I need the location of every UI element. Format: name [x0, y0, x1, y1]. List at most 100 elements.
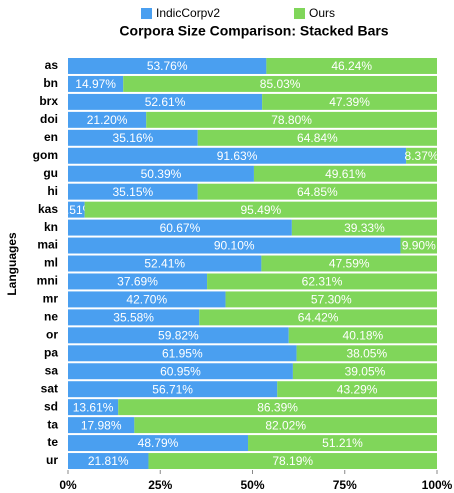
y-tick-label: sd [44, 399, 58, 413]
bar-segment [68, 219, 292, 236]
bar-segment [197, 183, 437, 200]
value-label: 64.42% [298, 311, 339, 325]
bar-segment [296, 345, 437, 362]
bar-segment [68, 399, 119, 416]
y-tick-label: ta [47, 417, 58, 431]
bar-segment [68, 453, 149, 469]
y-tick-label: kn [44, 220, 58, 234]
value-label: 85.03% [260, 77, 301, 91]
bar-segment [406, 147, 437, 164]
x-tick-label: 25% [148, 478, 172, 492]
bar-segment [225, 291, 437, 308]
y-tick-label: sat [41, 381, 58, 395]
bar-segment [68, 345, 297, 362]
x-tick-label: 50% [240, 478, 264, 492]
value-label: 90.10% [214, 239, 255, 253]
y-tick-label: gu [43, 166, 58, 180]
value-label: 91.63% [217, 149, 258, 163]
y-tick-label: mni [37, 274, 58, 288]
bar-segment [197, 129, 437, 146]
value-label: 50.39% [141, 167, 182, 181]
legend-swatch [141, 8, 152, 19]
value-label: 64.85% [297, 185, 338, 199]
bar-segment [123, 75, 437, 92]
x-tick-label: 100% [422, 478, 453, 492]
value-label: 82.02% [265, 418, 306, 432]
y-tick-label: en [44, 130, 58, 144]
value-label: 17.98% [81, 418, 122, 432]
value-label: 35.15% [113, 185, 154, 199]
value-label: 56.71% [152, 382, 193, 396]
value-label: 47.39% [329, 95, 370, 109]
bar-segment [68, 201, 85, 218]
value-label: 52.61% [145, 95, 186, 109]
y-tick-label: or [46, 327, 58, 341]
bar-segment [68, 327, 289, 344]
bar-segment [68, 93, 263, 110]
bar-segment [288, 327, 437, 344]
bar-segment [262, 93, 437, 110]
value-label: 64.84% [297, 131, 338, 145]
value-label: 51.21% [322, 436, 363, 450]
legend-label: IndicCorpv2 [156, 6, 220, 20]
y-tick-label: ml [44, 256, 58, 270]
bar-segment [248, 435, 437, 452]
bar-segment [68, 381, 278, 398]
bar-segment [84, 201, 437, 218]
value-label: 60.95% [160, 364, 201, 378]
bar-segment [261, 255, 437, 272]
y-tick-label: te [47, 435, 58, 449]
bar-segment [68, 255, 262, 272]
value-label: 78.19% [272, 454, 313, 468]
value-label: 62.31% [302, 275, 343, 289]
legend-swatch [294, 8, 305, 19]
bar-segment [68, 165, 254, 182]
value-label: 53.76% [147, 59, 188, 73]
value-label: 49.61% [325, 167, 366, 181]
value-label: 14.97% [75, 77, 116, 91]
value-label: 95.49% [240, 203, 281, 217]
bar-segment [291, 219, 437, 236]
y-tick-label: sa [45, 363, 59, 377]
bar-segment [199, 309, 437, 326]
bar-segment [146, 111, 437, 128]
bar-segment [68, 291, 226, 308]
y-tick-label: mr [43, 292, 59, 306]
value-label: 57.30% [311, 293, 352, 307]
value-label: 40.18% [343, 328, 384, 342]
y-axis-title: Languages [5, 232, 19, 296]
bar-segment [68, 111, 147, 128]
bar-segment [68, 237, 401, 254]
y-tick-label: mai [37, 238, 58, 252]
bar-segment [68, 273, 208, 290]
value-label: 42.70% [126, 293, 167, 307]
value-label: 9.90% [402, 239, 436, 253]
y-tick-label: gom [33, 148, 58, 162]
y-tick-label: as [45, 58, 59, 72]
y-tick-label: doi [40, 112, 58, 126]
y-tick-label: bn [43, 76, 58, 90]
value-label: 60.67% [160, 221, 201, 235]
value-label: 78.80% [271, 113, 312, 127]
value-label: 86.39% [257, 400, 298, 414]
value-label: 21.20% [87, 113, 128, 127]
bar-segment [400, 237, 437, 254]
value-label: 38.05% [346, 346, 387, 360]
bar-segment [68, 309, 200, 326]
bar-segment [118, 399, 438, 416]
bar-segment [207, 273, 437, 290]
bar-segment [266, 58, 437, 74]
value-label: 47.59% [329, 257, 370, 271]
value-label: 35.16% [113, 131, 154, 145]
legend-label: Ours [309, 6, 335, 20]
bar-segment [68, 58, 267, 74]
bar-segment [68, 417, 135, 434]
x-tick-label: 0% [59, 478, 77, 492]
value-label: 21.81% [88, 454, 129, 468]
y-tick-label: hi [47, 184, 58, 198]
value-label: 8.37% [405, 149, 439, 163]
value-label: 37.69% [117, 275, 158, 289]
bar-segment [292, 363, 437, 380]
value-label: 13.61% [73, 400, 114, 414]
